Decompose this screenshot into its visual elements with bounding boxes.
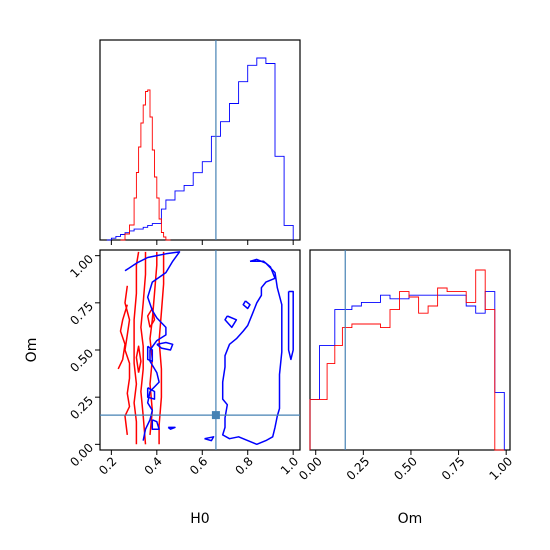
contour-blue-1 <box>156 341 174 351</box>
contour-red-2 <box>133 251 140 445</box>
contour-red-5 <box>158 251 165 445</box>
h0-histogram-blue <box>106 57 294 241</box>
om-x-tick-label-3: 0.75 <box>439 454 468 483</box>
h0-axis-label: H0 <box>190 511 209 527</box>
om-y-tick-label-0: 0.00 <box>67 441 96 470</box>
om-y-tick-label-3: 0.75 <box>67 299 96 328</box>
joint-contour-panel <box>99 249 301 451</box>
contour-red-4 <box>149 251 158 435</box>
contour-blue-6 <box>221 258 283 446</box>
contour-red-3 <box>140 251 147 445</box>
h0-tick-label-0: 0.2 <box>96 454 119 477</box>
om-x-tick-label-2: 0.50 <box>391 454 420 483</box>
joint-contour-layer <box>100 250 300 450</box>
h0-tick-label-3: 0.8 <box>232 454 255 477</box>
contour-red-6 <box>135 345 142 373</box>
contour-blue-3 <box>146 387 156 400</box>
om-y-axis-label: Om <box>24 338 40 363</box>
contour-blue-0 <box>124 251 181 441</box>
h0-tick-label-1: 0.4 <box>142 454 165 477</box>
contour-blue-2 <box>146 345 154 363</box>
truth-marker <box>211 411 220 420</box>
contour-blue-10 <box>204 436 215 442</box>
h0-histogram-frame <box>99 39 301 241</box>
contour-red-1 <box>117 304 129 370</box>
om-x-axis-label: Om <box>398 511 423 527</box>
om-histogram-red <box>309 269 505 451</box>
contour-blue-4 <box>151 419 160 430</box>
h0-tick-label-2: 0.6 <box>187 454 210 477</box>
om-histogram-layer <box>309 250 505 451</box>
om-y-tick-label-4: 1.00 <box>67 252 96 281</box>
om-histogram-blue <box>309 291 505 450</box>
contour-blue-7 <box>242 300 251 310</box>
om-x-tick-label-0: 0.00 <box>296 454 325 483</box>
om-histogram-panel <box>309 249 511 451</box>
om-x-tick-label-4: 1.00 <box>487 454 516 483</box>
contour-blue-5 <box>167 426 176 430</box>
om-histogram-frame <box>309 249 511 451</box>
om-y-tick-label-1: 0.25 <box>67 393 96 422</box>
om-x-tick-label-1: 0.25 <box>344 454 373 483</box>
contour-blue-9 <box>287 290 294 361</box>
contour-blue-8 <box>224 315 238 329</box>
h0-histogram-panel <box>99 39 301 241</box>
h0-histogram-red <box>120 89 171 241</box>
om-y-tick-label-2: 0.50 <box>67 346 96 375</box>
contour-red-0 <box>124 285 131 435</box>
h0-histogram-layer <box>106 40 294 241</box>
